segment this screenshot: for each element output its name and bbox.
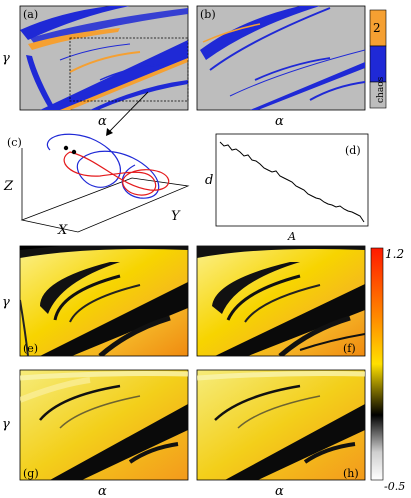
panel-f-label: (f) <box>343 342 356 355</box>
legend-swatch-gray <box>369 81 387 109</box>
zoom-arrow <box>106 91 149 136</box>
panel-g: (g) γ <box>2 369 189 481</box>
panel-d: (d) d A <box>205 133 369 243</box>
panel-c-ylabel: Y <box>171 209 181 224</box>
panel-d-xlabel: A <box>287 230 296 243</box>
legend-label-2: 2 <box>373 21 381 35</box>
colorbar-max-label: 1.2 <box>385 247 404 261</box>
panel-b-label: (b) <box>200 8 216 21</box>
colorbar: 1.2 -0.5 <box>370 247 405 493</box>
panel-e-label: (e) <box>23 342 38 355</box>
panel-c-zlabel: Z <box>3 179 14 194</box>
panel-g-label: (g) <box>23 467 39 480</box>
panel-a-ylabel: γ <box>2 51 10 66</box>
panel-d-ylabel: d <box>205 173 213 188</box>
legend-top: 2 chaos <box>369 9 387 109</box>
panel-d-label: (d) <box>345 144 361 157</box>
panel-c-xlabel: X <box>57 223 68 238</box>
colorbar-min-label: -0.5 <box>384 480 405 493</box>
bottom-xlabel-right: α <box>275 484 284 498</box>
panel-c: (c) Z X Y <box>3 133 190 238</box>
panel-h-label: (h) <box>343 467 359 480</box>
panel-c-label: (c) <box>7 136 22 149</box>
panel-h: (h) <box>196 369 366 481</box>
panel-a: (a) γ α <box>2 5 189 129</box>
panel-a-xlabel: α <box>98 114 107 129</box>
panel-e-ylabel: γ <box>2 295 10 310</box>
legend-swatch-chaos <box>369 45 387 83</box>
panel-a-label: (a) <box>23 8 38 21</box>
panel-f: (f) <box>196 245 366 357</box>
panel-e: (e) γ <box>2 245 189 357</box>
panel-b-xlabel: α <box>275 114 284 129</box>
legend-label-chaos: chaos <box>376 76 386 103</box>
panel-b: (b) α <box>196 5 366 129</box>
bottom-xlabel-left: α <box>98 484 107 498</box>
panel-g-ylabel: γ <box>2 417 10 432</box>
